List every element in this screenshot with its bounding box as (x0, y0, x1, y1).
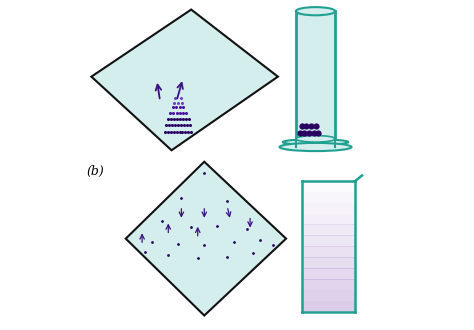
Polygon shape (302, 182, 355, 312)
Ellipse shape (283, 139, 348, 145)
Bar (302, 181, 355, 192)
Bar (302, 279, 355, 290)
Bar (302, 192, 355, 203)
Text: (b): (b) (86, 165, 104, 178)
Bar (302, 301, 355, 312)
Bar (302, 257, 355, 269)
Bar (302, 203, 355, 214)
Bar (302, 235, 355, 247)
Bar (302, 290, 355, 301)
Bar (302, 214, 355, 225)
Polygon shape (91, 10, 278, 150)
Bar (302, 224, 355, 236)
Ellipse shape (296, 7, 335, 15)
Polygon shape (126, 162, 286, 315)
Bar (296, 11, 335, 139)
Bar (302, 246, 355, 258)
Ellipse shape (280, 143, 352, 151)
Bar (302, 268, 355, 280)
Ellipse shape (296, 136, 335, 142)
